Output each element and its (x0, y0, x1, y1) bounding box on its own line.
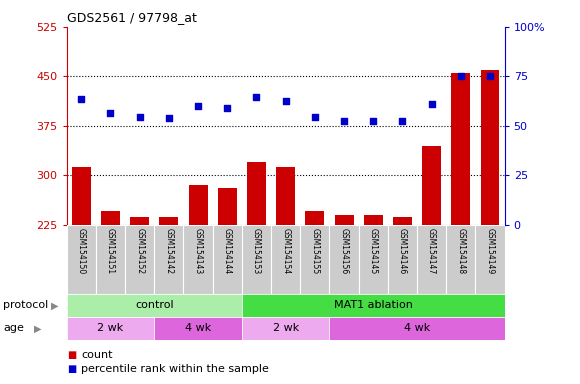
Text: GSM154144: GSM154144 (223, 228, 232, 274)
Bar (67, 225, 96, 294)
Text: GSM154145: GSM154145 (369, 228, 378, 274)
Bar (451, 73, 470, 225)
Bar (393, 217, 412, 225)
Text: protocol: protocol (3, 300, 48, 310)
Bar (72, 167, 91, 225)
Text: GDS2561 / 97798_at: GDS2561 / 97798_at (67, 11, 197, 24)
Text: 2 wk: 2 wk (97, 323, 124, 333)
Bar (188, 185, 208, 225)
Text: age: age (3, 323, 24, 333)
Point (164, 115, 173, 121)
Text: count: count (81, 350, 113, 360)
Point (223, 105, 232, 111)
Point (281, 98, 291, 104)
Bar (154, 225, 183, 294)
Bar (101, 212, 120, 225)
Text: GSM154150: GSM154150 (77, 228, 86, 274)
Bar (417, 225, 446, 294)
Bar (67, 294, 242, 317)
Point (485, 73, 495, 79)
Bar (476, 225, 505, 294)
Bar (358, 225, 388, 294)
Text: GSM154151: GSM154151 (106, 228, 115, 274)
Text: GSM154154: GSM154154 (281, 228, 290, 274)
Text: GSM154142: GSM154142 (164, 228, 173, 274)
Bar (242, 294, 505, 317)
Text: percentile rank within the sample: percentile rank within the sample (81, 364, 269, 374)
Point (106, 109, 115, 116)
Bar (96, 225, 125, 294)
Bar (480, 70, 499, 225)
Text: GSM154146: GSM154146 (398, 228, 407, 274)
Bar (271, 225, 300, 294)
Bar (67, 317, 154, 340)
Bar (183, 225, 213, 294)
Point (252, 94, 261, 101)
Bar (213, 225, 242, 294)
Bar (218, 189, 237, 225)
Bar (329, 225, 358, 294)
Bar (130, 217, 149, 225)
Bar (364, 215, 383, 225)
Point (456, 73, 466, 79)
Text: ▶: ▶ (51, 300, 59, 310)
Text: GSM154156: GSM154156 (339, 228, 349, 274)
Text: GSM154143: GSM154143 (194, 228, 202, 274)
Bar (154, 317, 242, 340)
Text: ■: ■ (67, 350, 76, 360)
Text: GSM154153: GSM154153 (252, 228, 261, 274)
Text: GSM154152: GSM154152 (135, 228, 144, 274)
Point (135, 114, 144, 120)
Point (339, 118, 349, 124)
Bar (160, 217, 179, 225)
Bar (422, 146, 441, 225)
Point (193, 103, 203, 109)
Text: GSM154147: GSM154147 (427, 228, 436, 274)
Bar (388, 225, 417, 294)
Point (77, 96, 86, 103)
Point (427, 101, 436, 107)
Text: control: control (135, 300, 173, 310)
Bar (242, 317, 329, 340)
Text: ▶: ▶ (34, 323, 41, 333)
Bar (329, 317, 505, 340)
Bar (125, 225, 154, 294)
Text: ■: ■ (67, 364, 76, 374)
Text: GSM154149: GSM154149 (485, 228, 495, 274)
Text: GSM154155: GSM154155 (310, 228, 320, 274)
Bar (276, 167, 295, 225)
Point (369, 118, 378, 124)
Bar (305, 212, 324, 225)
Text: GSM154148: GSM154148 (456, 228, 465, 274)
Bar (247, 162, 266, 225)
Text: MAT1 ablation: MAT1 ablation (334, 300, 412, 310)
Bar (242, 225, 271, 294)
Text: 2 wk: 2 wk (273, 323, 299, 333)
Point (310, 114, 320, 120)
Bar (300, 225, 329, 294)
Text: 4 wk: 4 wk (404, 323, 430, 333)
Bar (335, 215, 354, 225)
Text: 4 wk: 4 wk (185, 323, 211, 333)
Point (398, 118, 407, 124)
Bar (446, 225, 476, 294)
